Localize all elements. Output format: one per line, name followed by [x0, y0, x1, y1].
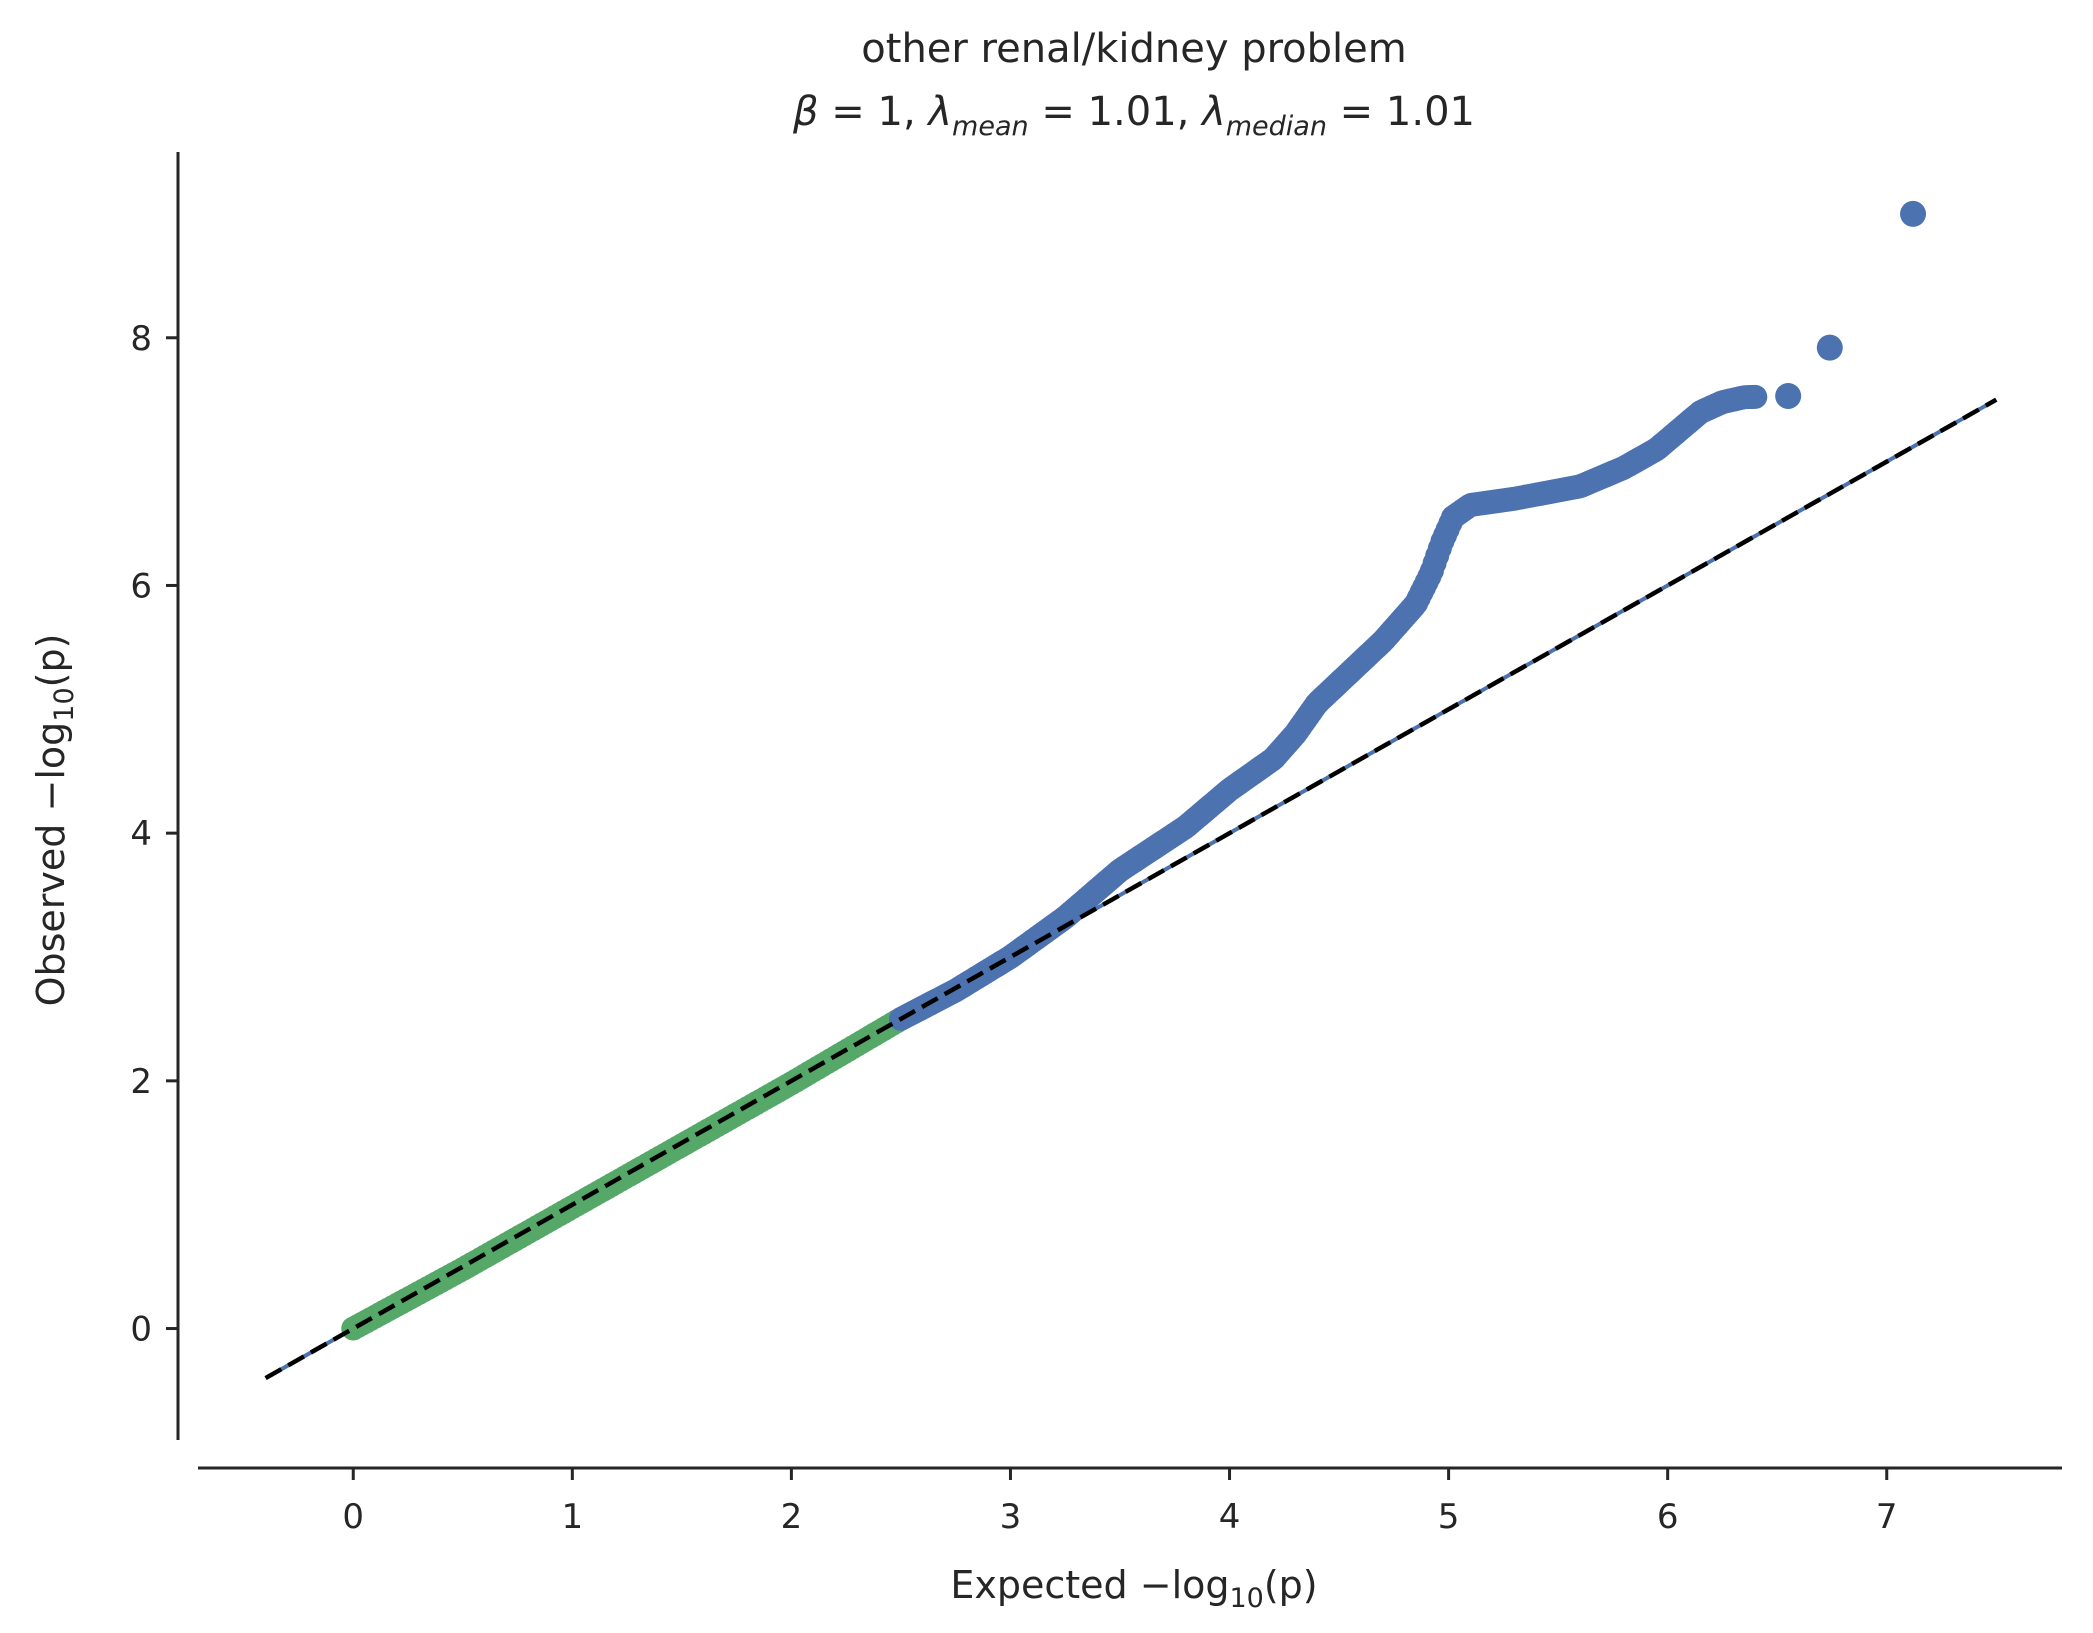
blue-point [1775, 382, 1802, 409]
y-tick-label: 4 [130, 814, 152, 854]
y-tick-label: 2 [130, 1062, 152, 1102]
reference-line-group [264, 397, 1998, 1381]
x-tick-label: 2 [781, 1497, 803, 1537]
subtitle: β = 1, λmean = 1.01, λmedian = 1.01 [792, 89, 1475, 142]
y-axis-ticks: 0 2 4 6 8 [130, 319, 178, 1350]
y-axis-label: Observed −log10(p) [29, 634, 80, 1007]
chart-title: other renal/kidney problem β = 1, λmean … [792, 26, 1475, 142]
y-tick-label: 8 [130, 319, 152, 359]
title: other renal/kidney problem [861, 26, 1406, 72]
reference-line [264, 397, 1998, 1381]
x-tick-label: 1 [562, 1497, 584, 1537]
y-tick-label: 0 [130, 1310, 152, 1350]
x-tick-label: 4 [1219, 1497, 1241, 1537]
data-marks [264, 200, 1998, 1380]
blue-point [1743, 384, 1768, 409]
x-axis-label: Expected −log10(p) [950, 1563, 1317, 1614]
x-tick-label: 3 [1000, 1497, 1022, 1537]
x-tick-label: 5 [1438, 1497, 1460, 1537]
y-tick-label: 6 [130, 566, 152, 606]
blue-point [1900, 200, 1927, 227]
x-tick-label: 0 [342, 1497, 364, 1537]
x-tick-label: 6 [1657, 1497, 1679, 1537]
blue-point [1816, 334, 1843, 361]
x-tick-label: 7 [1876, 1497, 1898, 1537]
x-axis-ticks: 0 1 2 3 4 5 6 7 [342, 1468, 1898, 1537]
